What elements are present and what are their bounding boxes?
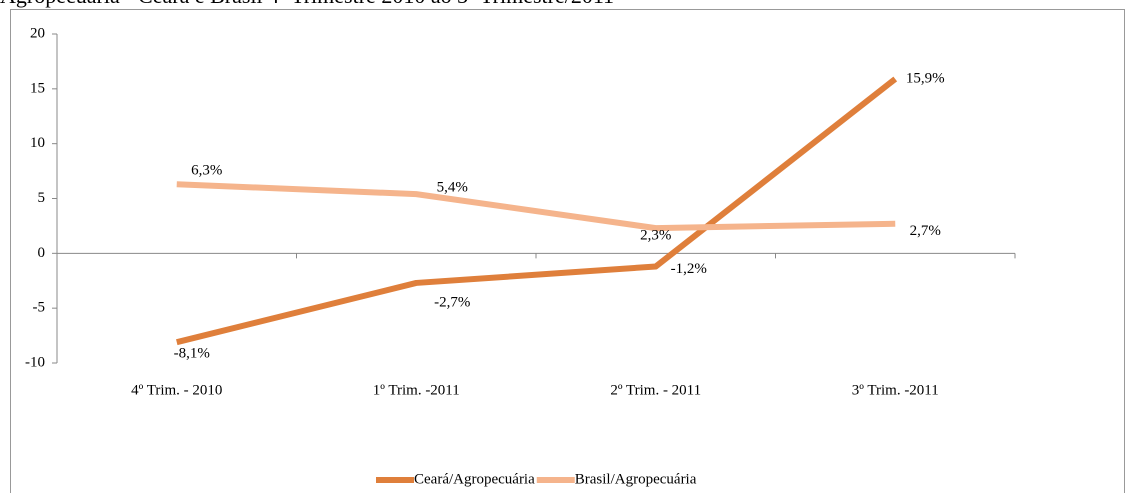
chart-border — [10, 9, 1125, 498]
data-label: -1,2% — [671, 261, 707, 277]
legend-label: Brasil/Agropecuária — [575, 471, 697, 487]
x-tick-label: 3º Trim. -2011 — [852, 382, 939, 398]
x-tick-label: 2º Trim. - 2011 — [610, 382, 701, 398]
y-tick-label: 10 — [30, 135, 45, 151]
series-line — [176, 181, 896, 232]
data-label: -2,7% — [434, 294, 470, 310]
y-tick-label: 0 — [38, 245, 46, 261]
x-tick-label: 4º Trim. - 2010 — [131, 382, 222, 398]
data-label: 2,7% — [910, 223, 941, 239]
legend-label: Ceará/Agropecuária — [414, 471, 535, 487]
y-tick-label: -10 — [25, 354, 45, 370]
data-label: 6,3% — [191, 163, 222, 179]
data-label: 5,4% — [437, 180, 468, 196]
x-tick-label: 1º Trim. -2011 — [373, 382, 460, 398]
series-line — [176, 76, 898, 346]
data-label: 15,9% — [906, 70, 945, 86]
data-label: -8,1% — [174, 346, 210, 362]
y-tick-label: 15 — [30, 80, 45, 96]
y-tick-label: -5 — [33, 300, 46, 316]
chart-title: Agropecuária - Ceará e Brasil 4º Trimest… — [0, 0, 614, 8]
y-tick-label: 20 — [30, 25, 45, 41]
y-tick-label: 5 — [38, 190, 46, 206]
data-label: 2,3% — [640, 228, 671, 244]
